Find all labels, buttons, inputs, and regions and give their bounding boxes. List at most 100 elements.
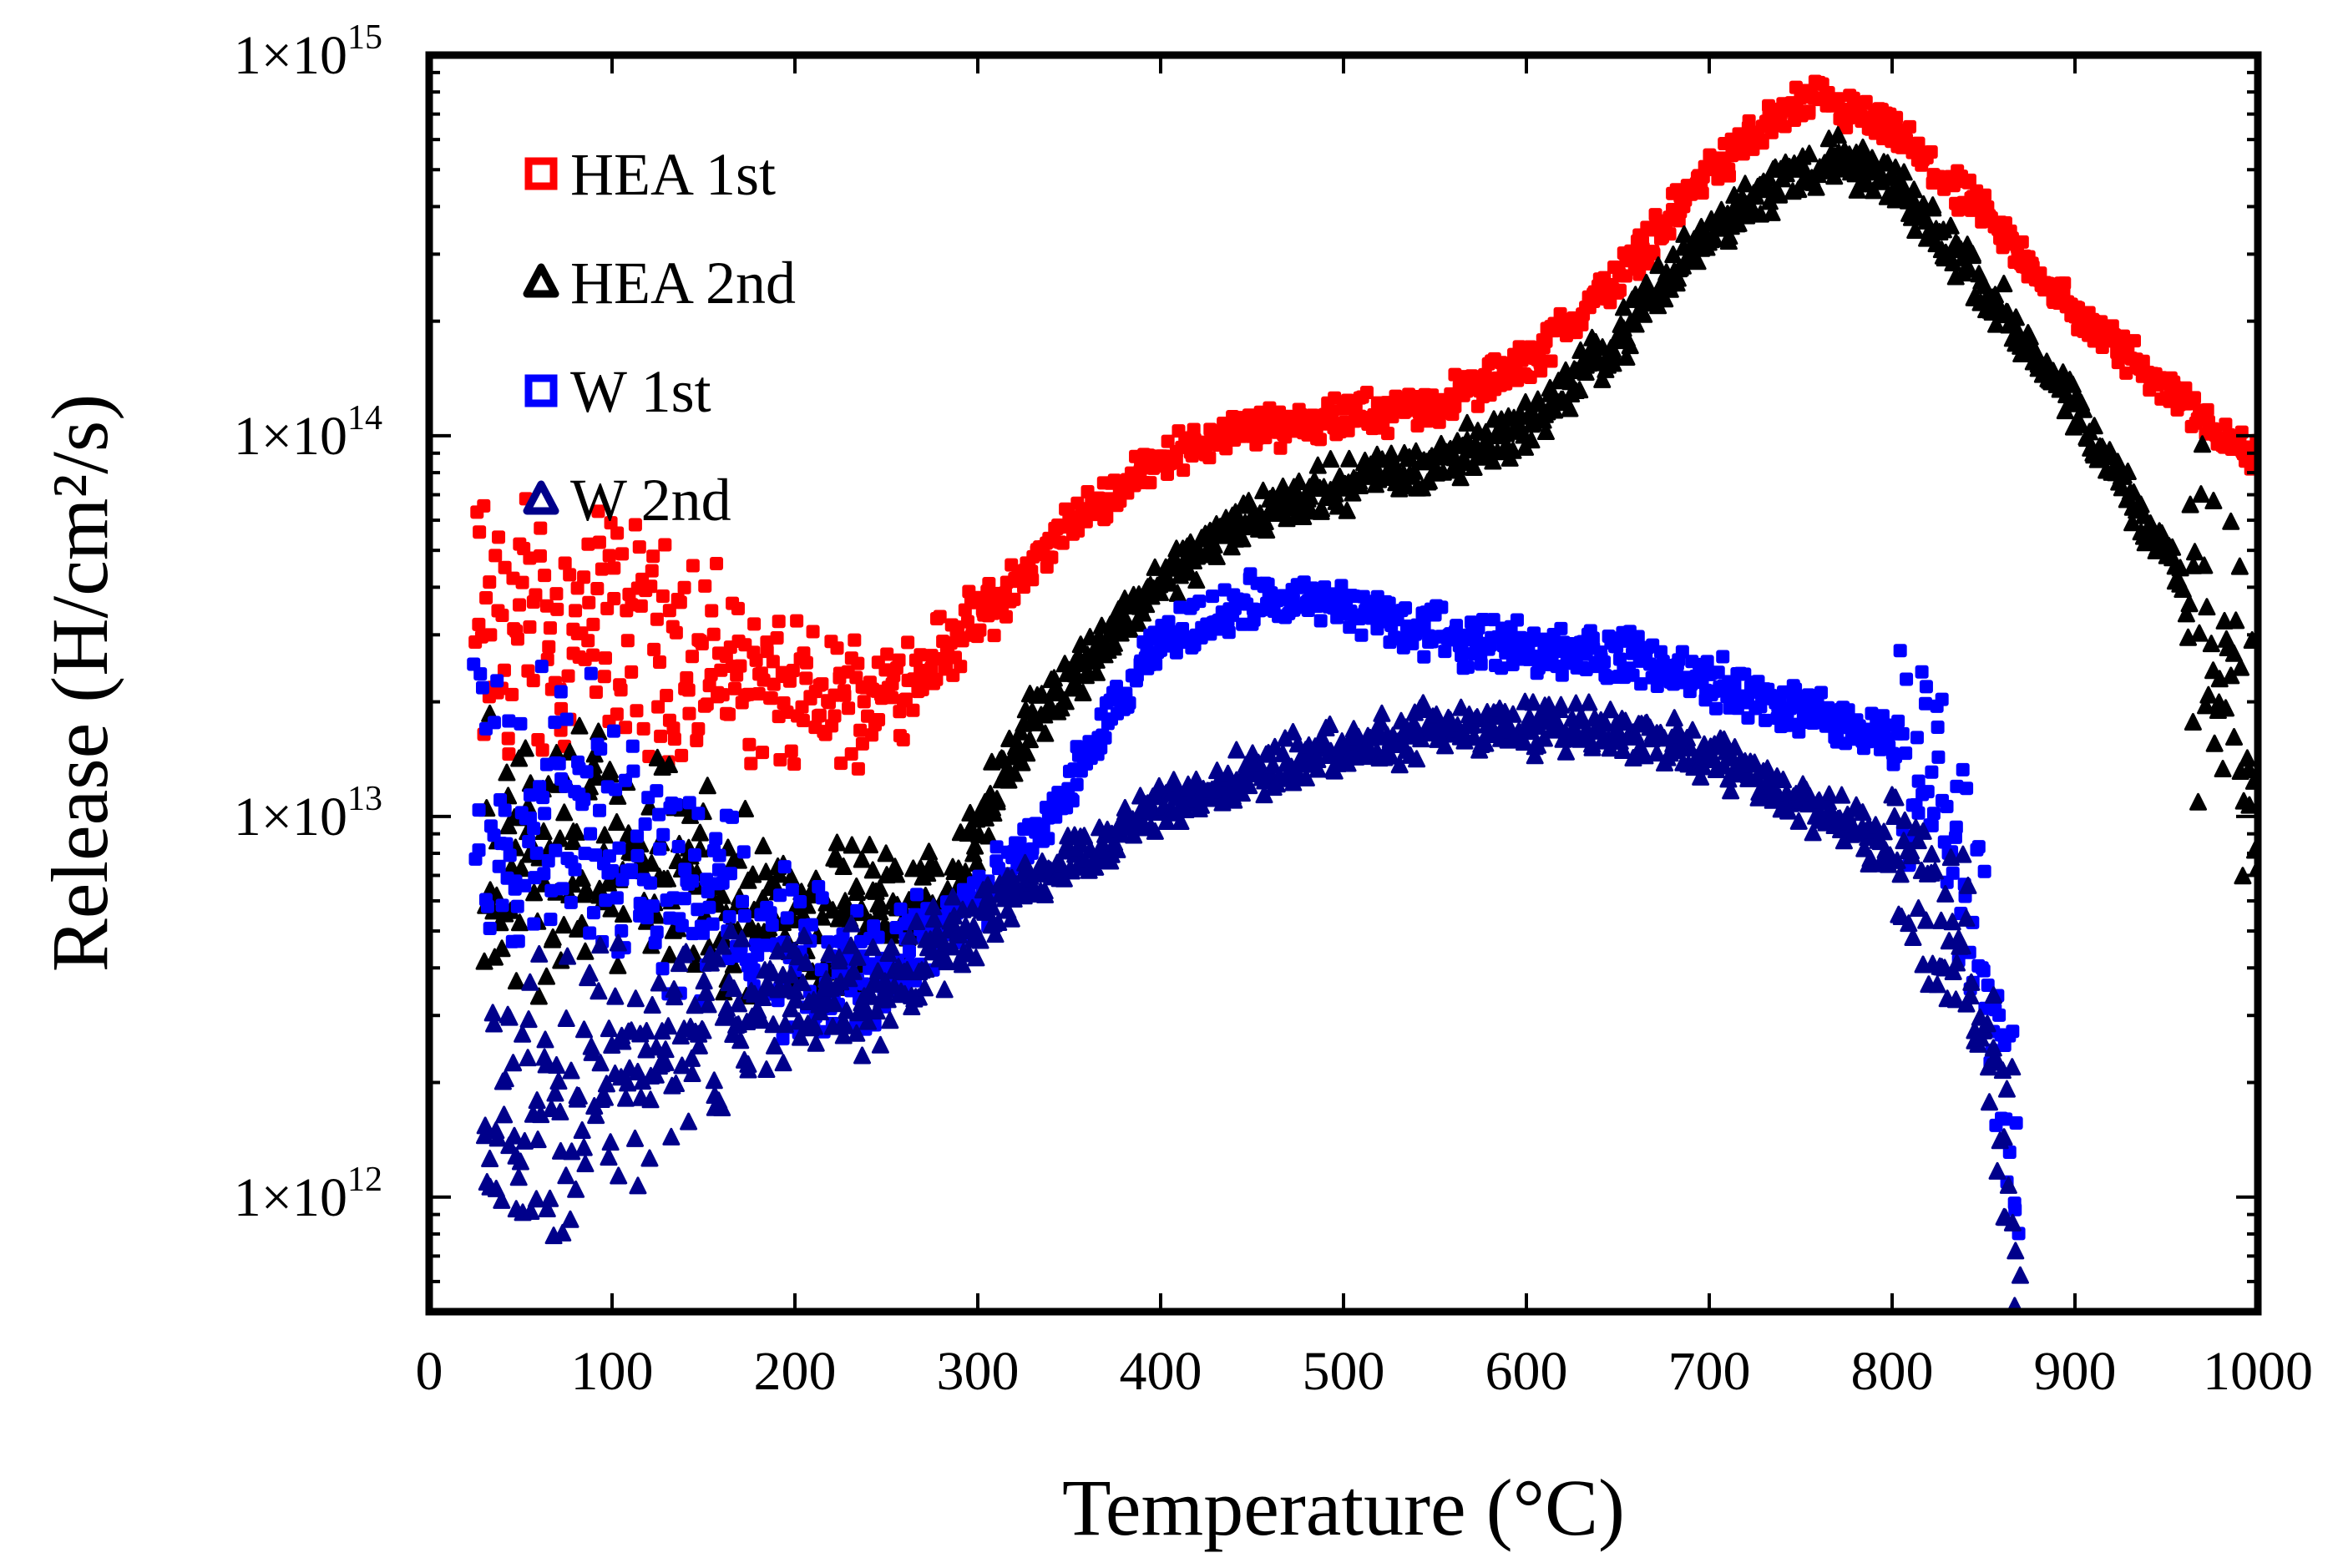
data-point — [1529, 390, 1547, 408]
data-point — [1722, 781, 1740, 800]
data-point — [599, 893, 613, 908]
data-point — [632, 540, 646, 554]
data-point — [2230, 557, 2249, 575]
data-point — [2184, 712, 2202, 731]
data-point — [1961, 986, 1980, 1004]
data-point — [2003, 1213, 2022, 1232]
data-point — [1891, 865, 1910, 883]
data-point — [790, 614, 804, 628]
data-point — [472, 843, 486, 857]
data-point — [511, 934, 525, 948]
data-point — [481, 1149, 499, 1167]
data-point — [871, 879, 889, 898]
data-point — [1105, 634, 1123, 652]
data-point — [534, 660, 549, 674]
data-point — [732, 929, 751, 948]
data-point — [967, 948, 985, 967]
data-point — [686, 996, 704, 1014]
data-point — [1649, 256, 1667, 275]
data-point — [1946, 990, 1965, 1009]
data-point — [1890, 110, 1904, 124]
data-point — [590, 982, 608, 1000]
data-point — [1273, 441, 1288, 455]
data-point — [888, 865, 906, 883]
data-point — [686, 559, 700, 573]
data-point — [658, 538, 672, 552]
data-point — [1706, 230, 1724, 248]
data-point — [971, 931, 989, 949]
data-point — [720, 1008, 738, 1025]
data-point — [770, 865, 788, 883]
data-point — [690, 1036, 708, 1055]
data-point — [909, 888, 924, 902]
data-point — [1149, 657, 1163, 671]
data-point — [1308, 456, 1327, 474]
data-point — [1382, 746, 1400, 765]
data-point — [1495, 661, 1509, 675]
data-point — [1524, 693, 1542, 711]
data-point — [2119, 366, 2133, 380]
data-point — [2186, 543, 2204, 561]
data-point — [898, 692, 913, 706]
data-point — [2204, 491, 2223, 509]
data-point — [641, 1090, 660, 1109]
data-point — [667, 1075, 686, 1093]
data-point — [1789, 812, 1808, 830]
series-w-2nd — [475, 692, 2029, 1312]
data-point — [1526, 627, 1541, 641]
data-point — [1605, 346, 1623, 364]
data-point — [731, 1031, 750, 1050]
data-point — [1129, 614, 1147, 632]
data-point — [577, 570, 591, 584]
data-point — [764, 1015, 782, 1034]
data-point — [807, 1034, 825, 1052]
data-point — [1160, 467, 1174, 481]
data-point — [533, 549, 547, 563]
data-point — [529, 846, 544, 860]
data-point — [933, 609, 947, 624]
data-point — [714, 937, 732, 955]
data-point — [844, 962, 863, 980]
data-point — [619, 721, 633, 735]
data-point — [2189, 792, 2208, 811]
data-point — [650, 784, 664, 798]
data-point — [2136, 354, 2150, 368]
data-point — [770, 630, 784, 645]
data-point — [1829, 126, 1847, 144]
y-tick-label: 1×1015 — [234, 18, 382, 86]
data-point — [752, 687, 766, 701]
data-point — [1865, 181, 1883, 200]
data-point — [780, 911, 794, 925]
data-point — [699, 995, 717, 1014]
data-point — [1122, 695, 1136, 710]
data-point — [675, 918, 689, 933]
data-point — [2188, 391, 2202, 405]
data-point — [917, 959, 935, 978]
data-point — [1981, 1093, 1999, 1111]
data-point — [712, 848, 726, 862]
data-point — [851, 761, 865, 776]
data-point — [1458, 413, 1476, 432]
data-point — [488, 549, 503, 563]
data-point — [2234, 867, 2252, 885]
data-point — [1146, 558, 1164, 576]
data-point — [538, 807, 552, 821]
data-point — [1373, 704, 1391, 722]
data-point — [505, 687, 519, 701]
data-point — [1745, 753, 1764, 771]
data-point — [2224, 644, 2243, 662]
data-point — [597, 670, 611, 684]
legend-marker — [524, 374, 558, 407]
data-point — [609, 956, 627, 974]
data-point — [776, 1032, 790, 1046]
data-point — [1859, 94, 1873, 109]
data-point — [667, 732, 681, 746]
data-point — [480, 899, 494, 913]
data-point — [884, 690, 898, 705]
data-point — [793, 974, 812, 992]
data-point — [1187, 570, 1206, 589]
data-point — [1427, 705, 1445, 723]
data-point — [1016, 853, 1035, 872]
data-point — [1920, 785, 1935, 799]
data-point — [857, 695, 871, 709]
